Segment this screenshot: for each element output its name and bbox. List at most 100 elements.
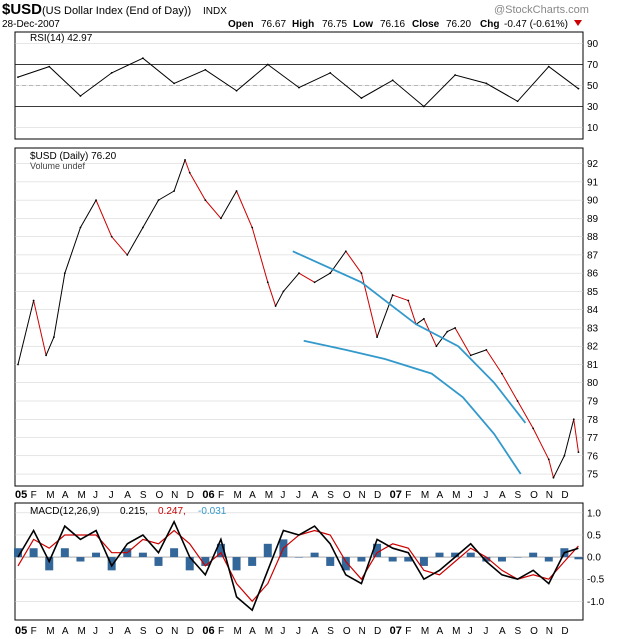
x-month-label: O xyxy=(343,626,351,637)
price-segment xyxy=(158,190,175,201)
price-segment xyxy=(33,300,47,356)
price-point xyxy=(204,199,207,202)
x-year-label: 05 xyxy=(15,489,27,501)
macd-histogram-bar xyxy=(232,557,241,571)
rsi-tick-label: 70 xyxy=(587,60,599,71)
x-month-label: O xyxy=(156,626,164,637)
rsi-point xyxy=(360,97,363,99)
macd-histogram-bar xyxy=(544,557,553,562)
macd-histogram-bar xyxy=(373,543,382,558)
x-year-label: 06 xyxy=(202,625,214,637)
x-month-label: N xyxy=(358,626,365,637)
x-month-label: J xyxy=(483,490,488,501)
macd-histogram-bar xyxy=(201,557,210,566)
price-segment xyxy=(447,327,456,333)
macd-histogram-bar xyxy=(310,552,319,558)
x-month-label: N xyxy=(171,490,178,501)
price-segment xyxy=(553,455,565,478)
x-month-label: M xyxy=(46,626,54,637)
rsi-point xyxy=(329,72,332,74)
price-point xyxy=(79,226,82,229)
price-segment xyxy=(345,250,362,274)
price-point xyxy=(435,345,438,348)
price-tick-label: 75 xyxy=(587,470,599,481)
rsi-point xyxy=(298,86,300,89)
x-month-label: M xyxy=(77,490,85,501)
price-tick-label: 81 xyxy=(587,360,599,371)
macd-histogram-bar xyxy=(263,543,272,558)
symbol-description: (US Dollar Index (End of Day)) xyxy=(42,5,191,17)
macd-tick-label: 0.5 xyxy=(587,530,601,541)
price-point xyxy=(454,327,457,329)
price-tick-label: 78 xyxy=(587,415,599,426)
price-tick-label: 85 xyxy=(587,287,599,298)
price-segment xyxy=(548,459,554,478)
price-point xyxy=(572,418,575,421)
x-month-label: S xyxy=(327,626,334,637)
x-month-label: N xyxy=(546,490,553,501)
price-panel-frame xyxy=(14,147,584,487)
close-label: Close xyxy=(412,19,440,30)
rsi-point xyxy=(141,57,144,60)
price-segment xyxy=(532,428,550,460)
price-segment xyxy=(573,419,579,453)
x-month-label: N xyxy=(546,626,553,637)
x-month-label: J xyxy=(93,490,98,501)
price-point xyxy=(501,372,503,375)
macd-line xyxy=(17,519,579,612)
price-segment xyxy=(470,349,487,356)
rsi-point xyxy=(79,95,82,97)
rsi-tick-label: 30 xyxy=(587,102,599,113)
low-label: Low xyxy=(353,19,373,30)
price-point xyxy=(563,454,566,457)
price-segment xyxy=(563,419,575,456)
x-month-label: N xyxy=(171,626,178,637)
x-month-label: A xyxy=(499,626,506,637)
macd-histogram-bar xyxy=(92,552,101,558)
price-point xyxy=(53,336,55,338)
rsi-tick-label: 90 xyxy=(587,39,599,50)
rsi-point xyxy=(48,65,51,68)
price-segment xyxy=(111,236,128,256)
price-point xyxy=(446,330,449,333)
price-point xyxy=(184,159,186,161)
x-month-label: O xyxy=(343,490,351,501)
macd-panel: MACD(12,26,9) 0.215, 0.247, -0.031 1.0 0.… xyxy=(14,502,605,621)
x-month-label: F xyxy=(31,626,37,637)
price-point xyxy=(313,281,316,284)
macd-legend-signal: 0.247, xyxy=(158,506,186,517)
macd-histogram-bar xyxy=(513,557,522,558)
rsi-point xyxy=(266,63,269,66)
x-month-label: A xyxy=(62,626,69,637)
x-month-label: A xyxy=(124,490,131,501)
macd-histogram-bar xyxy=(295,557,303,558)
price-segment xyxy=(501,373,518,402)
price-segment xyxy=(485,349,503,374)
price-tick-label: 88 xyxy=(587,232,599,243)
price-segment xyxy=(80,199,97,228)
x-month-label: S xyxy=(515,626,522,637)
price-point xyxy=(298,272,300,275)
macd-histogram-bar xyxy=(435,552,444,558)
macd-histogram-bar xyxy=(574,557,583,560)
macd-histogram-bar xyxy=(341,557,350,571)
rsi-tick-label: 10 xyxy=(587,123,599,134)
price-point xyxy=(188,171,191,174)
volume-legend: Volume undef xyxy=(30,161,86,171)
price-tick-label: 76 xyxy=(587,451,599,462)
x-month-label: A xyxy=(499,490,506,501)
x-month-label: F xyxy=(218,626,224,637)
price-segment xyxy=(283,272,300,292)
macd-histogram-bar xyxy=(482,557,491,562)
macd-histogram-bar xyxy=(388,557,397,562)
price-point xyxy=(344,250,347,253)
rsi-point xyxy=(173,82,176,85)
rsi-panel: RSI(14) 42.97 90 70 50 30 10 xyxy=(14,31,599,140)
price-segment xyxy=(220,190,237,219)
macd-histogram-bar xyxy=(185,557,194,571)
macd-histogram-bar xyxy=(466,552,475,558)
rsi-point xyxy=(204,68,207,71)
price-point xyxy=(251,226,254,229)
price-segment xyxy=(204,199,222,219)
rsi-point xyxy=(422,105,425,108)
